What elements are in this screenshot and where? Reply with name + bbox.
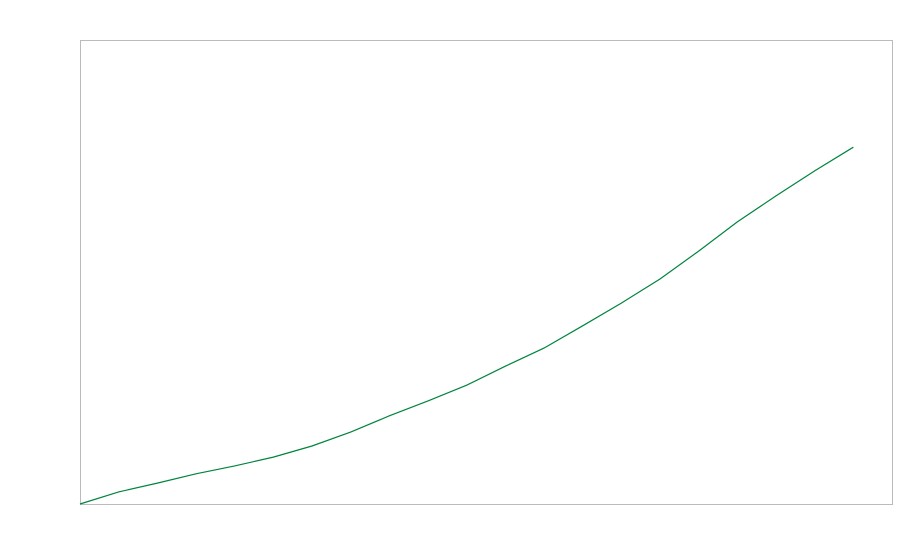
series-line-0 bbox=[79, 146, 854, 505]
plot-frame bbox=[80, 40, 893, 505]
series-layer bbox=[79, 146, 854, 505]
